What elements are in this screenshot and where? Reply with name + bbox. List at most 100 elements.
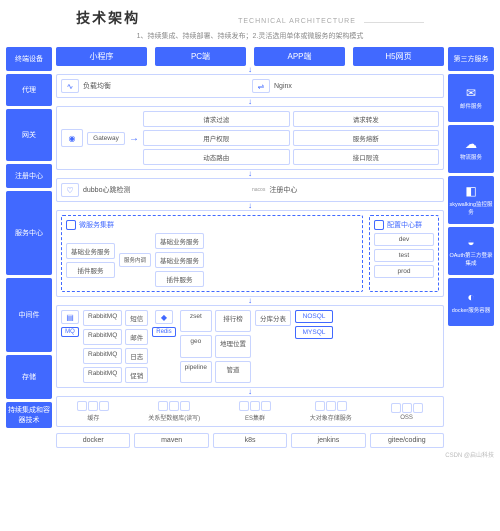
storage-item: OSS — [391, 403, 423, 421]
service-label: skywalking监控服务 — [448, 200, 494, 216]
row-labels-column: 终端设备代理网关注册中心服务中心中间件存储持续集成和容器技术 — [6, 47, 52, 448]
header: 技术架构 TECHNICAL ARCHITECTURE 1、持续集成、持续部署、… — [6, 8, 494, 41]
arrow-down-icon: ↓ — [56, 68, 444, 72]
env-box: dev — [374, 233, 434, 246]
redis-cell: geo — [180, 335, 212, 357]
storage-icon — [239, 401, 249, 411]
ci-box: jenkins — [291, 433, 365, 448]
registry-label: 注册中心 — [269, 185, 297, 195]
client-miniprogram: 小程序 — [56, 47, 147, 66]
env-box: prod — [374, 265, 434, 278]
third-party-service: ◒ OAuth第三方登录集成 — [448, 227, 494, 275]
nacos-icon-label: nacos — [252, 187, 265, 193]
gateway-icon: ◉ — [61, 129, 83, 147]
service-label: 物流服务 — [460, 153, 482, 161]
redis-cell: 地理位置 — [215, 335, 251, 357]
row-label: 网关 — [6, 109, 52, 161]
storage-icon — [413, 403, 423, 413]
mq-column: ▤ MQ — [61, 310, 79, 383]
row-label: 代理 — [6, 74, 52, 106]
page-subtitle: 1、持续集成、持续部署、持续发布；2.灵活选用单体或微服务的架构模式 — [6, 31, 494, 41]
mq-cell: 促销 — [125, 367, 148, 383]
gateway-panel: ◉ Gateway → 请求过滤请求转发用户权限服务熔断动态路由接口限流 — [56, 106, 444, 170]
page-title: 技术架构 — [76, 8, 140, 28]
svc-box: 基础业务服务 — [66, 243, 115, 259]
third-party-service: ◐docker服务容器 — [448, 278, 494, 326]
dubbo-label: dubbo心跳检测 — [83, 185, 130, 195]
mq-cell: RabbitMQ — [83, 310, 122, 326]
third-party-column: 第三方服务 ✉邮件服务☁物流服务◧skywalking监控服务◒OAuth第三方… — [448, 47, 494, 448]
service-label: 邮件服务 — [460, 102, 482, 110]
service-icon: ◒ — [467, 235, 474, 249]
loadbalance-icon: ∿ — [61, 79, 79, 93]
arrow-down-icon: ↓ — [56, 299, 444, 303]
heartbeat-icon: ♡ — [61, 183, 79, 197]
mq-cell: 短信 — [125, 310, 148, 326]
service-icon: ◐ — [467, 290, 474, 304]
storage-icon — [158, 401, 168, 411]
svc-box: 插件服务 — [66, 262, 115, 278]
storage-label: OSS — [400, 415, 413, 421]
service-label: OAuth第三方登录集成 — [448, 251, 494, 267]
redis-cell: zset — [180, 310, 212, 332]
ci-box: docker — [56, 433, 130, 448]
gateway-cell: 请求过滤 — [143, 111, 290, 127]
config-center: 配置中心群 dev test prod — [369, 215, 439, 292]
arrow-down-icon: ↓ — [56, 172, 444, 176]
storage-icon — [250, 401, 260, 411]
nginx-label: Nginx — [274, 83, 292, 90]
storage-icon — [169, 401, 179, 411]
middleware-panel: ▤ MQ RabbitMQ短信RabbitMQ邮件RabbitMQ日志Rabbi… — [56, 305, 444, 388]
redis-grid: zset排行榜geo地理位置pipeline管道 — [180, 310, 251, 383]
client-h5: H5网页 — [353, 47, 444, 66]
mq-cell: RabbitMQ — [83, 348, 122, 364]
gateway-cell: 用户权限 — [143, 130, 290, 146]
ci-box: k8s — [213, 433, 287, 448]
storage-label: 大对象存储服务 — [310, 413, 352, 422]
gateway-cell: 请求转发 — [293, 111, 440, 127]
mq-cell: RabbitMQ — [83, 329, 122, 345]
nginx-icon: ⇌ — [252, 79, 270, 93]
mq-grid: RabbitMQ短信RabbitMQ邮件RabbitMQ日志RabbitMQ促销 — [83, 310, 148, 383]
redis-cell: pipeline — [180, 361, 212, 383]
row-label: 终端设备 — [6, 47, 52, 71]
mq-icon: ▤ — [61, 310, 79, 324]
svc-box: 基础业务服务 — [155, 233, 204, 249]
config-title: 配置中心群 — [387, 220, 422, 230]
row-label: 注册中心 — [6, 164, 52, 188]
proxy-panel: ∿ 负载均衡 ⇌ Nginx — [56, 74, 444, 98]
arrow-down-icon: ↓ — [56, 390, 444, 394]
storage-item: 缓存 — [77, 401, 109, 422]
arrow-down-icon: ↓ — [56, 204, 444, 208]
gateway-grid: 请求过滤请求转发用户权限服务熔断动态路由接口限流 — [143, 111, 439, 165]
client-pc: PC端 — [155, 47, 246, 66]
storage-icon — [326, 401, 336, 411]
config-icon — [374, 220, 384, 230]
db-mysql: MYSQL — [295, 326, 333, 339]
storage-icon — [402, 403, 412, 413]
storage-icon — [180, 401, 190, 411]
service-icon: ✉ — [466, 86, 476, 100]
storage-icon — [88, 401, 98, 411]
gateway-cell: 动态路由 — [143, 149, 290, 165]
svc-box: 基础业务服务 — [155, 252, 204, 268]
cluster-icon — [66, 220, 76, 230]
storage-label: 缓存 — [87, 413, 99, 422]
registry-panel: ♡ dubbo心跳检测 nacos 注册中心 — [56, 178, 444, 202]
ci-row: dockermavenk8sjenkinsgitee/coding — [56, 433, 444, 448]
loadbalance-label: 负载均衡 — [83, 81, 111, 91]
storage-icon — [315, 401, 325, 411]
arrow-down-icon: ↓ — [56, 100, 444, 104]
redis-icon: ◆ — [155, 310, 173, 324]
storage-item: 关系型数据库(读写) — [148, 401, 200, 422]
page-title-en: TECHNICAL ARCHITECTURE — [238, 18, 356, 25]
env-box: test — [374, 249, 434, 262]
mq-cell: 邮件 — [125, 329, 148, 345]
storage-label: 关系型数据库(读写) — [148, 413, 200, 422]
svc-internal-call: 服务内调 — [119, 253, 151, 267]
service-icon: ☁ — [465, 137, 477, 151]
redis-cell: 管道 — [215, 361, 251, 383]
storage-icon — [99, 401, 109, 411]
third-party-title: 第三方服务 — [448, 47, 494, 71]
svc-box: 插件服务 — [155, 271, 204, 287]
